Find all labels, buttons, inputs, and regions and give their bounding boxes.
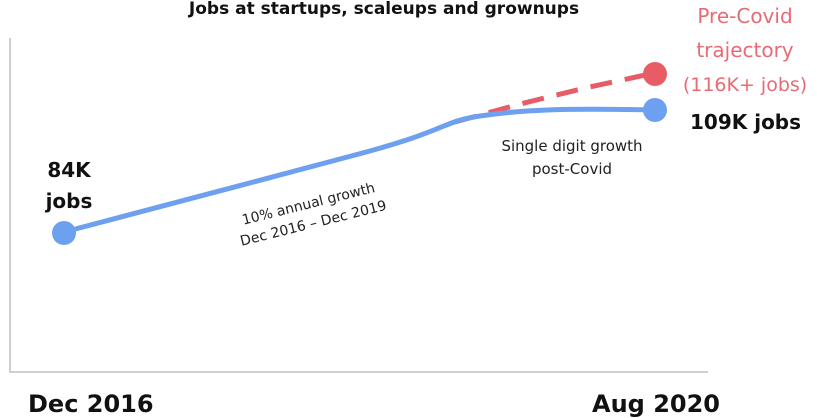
jobs-line — [61, 106, 658, 235]
start-point — [52, 221, 76, 245]
start-label-line2: jobs — [45, 189, 93, 213]
precovid-label-line2: trajectory — [696, 38, 793, 62]
end-point — [643, 98, 667, 122]
precovid-label-line1: Pre-Covid — [697, 4, 792, 28]
end-label: 109K jobs — [690, 110, 801, 134]
start-label-line1: 84K — [47, 158, 92, 182]
axis-frame — [9, 38, 708, 373]
x-label-mid: Year 5 — [353, 391, 422, 416]
growth-note: 10% annual growth Dec 2016 – Dec 2019 — [239, 180, 389, 250]
precovid-point — [643, 62, 667, 86]
postcovid-note-line1: Single digit growth — [501, 137, 642, 155]
precovid-label-line3: (116K+ jobs) — [683, 74, 807, 96]
x-label-end: Aug 2020 — [592, 390, 720, 418]
postcovid-note-line2: post-Covid — [532, 160, 612, 178]
x-label-start: Dec 2016 — [28, 390, 154, 418]
chart-title: Jobs at startups, scaleups and grownups — [188, 0, 579, 19]
